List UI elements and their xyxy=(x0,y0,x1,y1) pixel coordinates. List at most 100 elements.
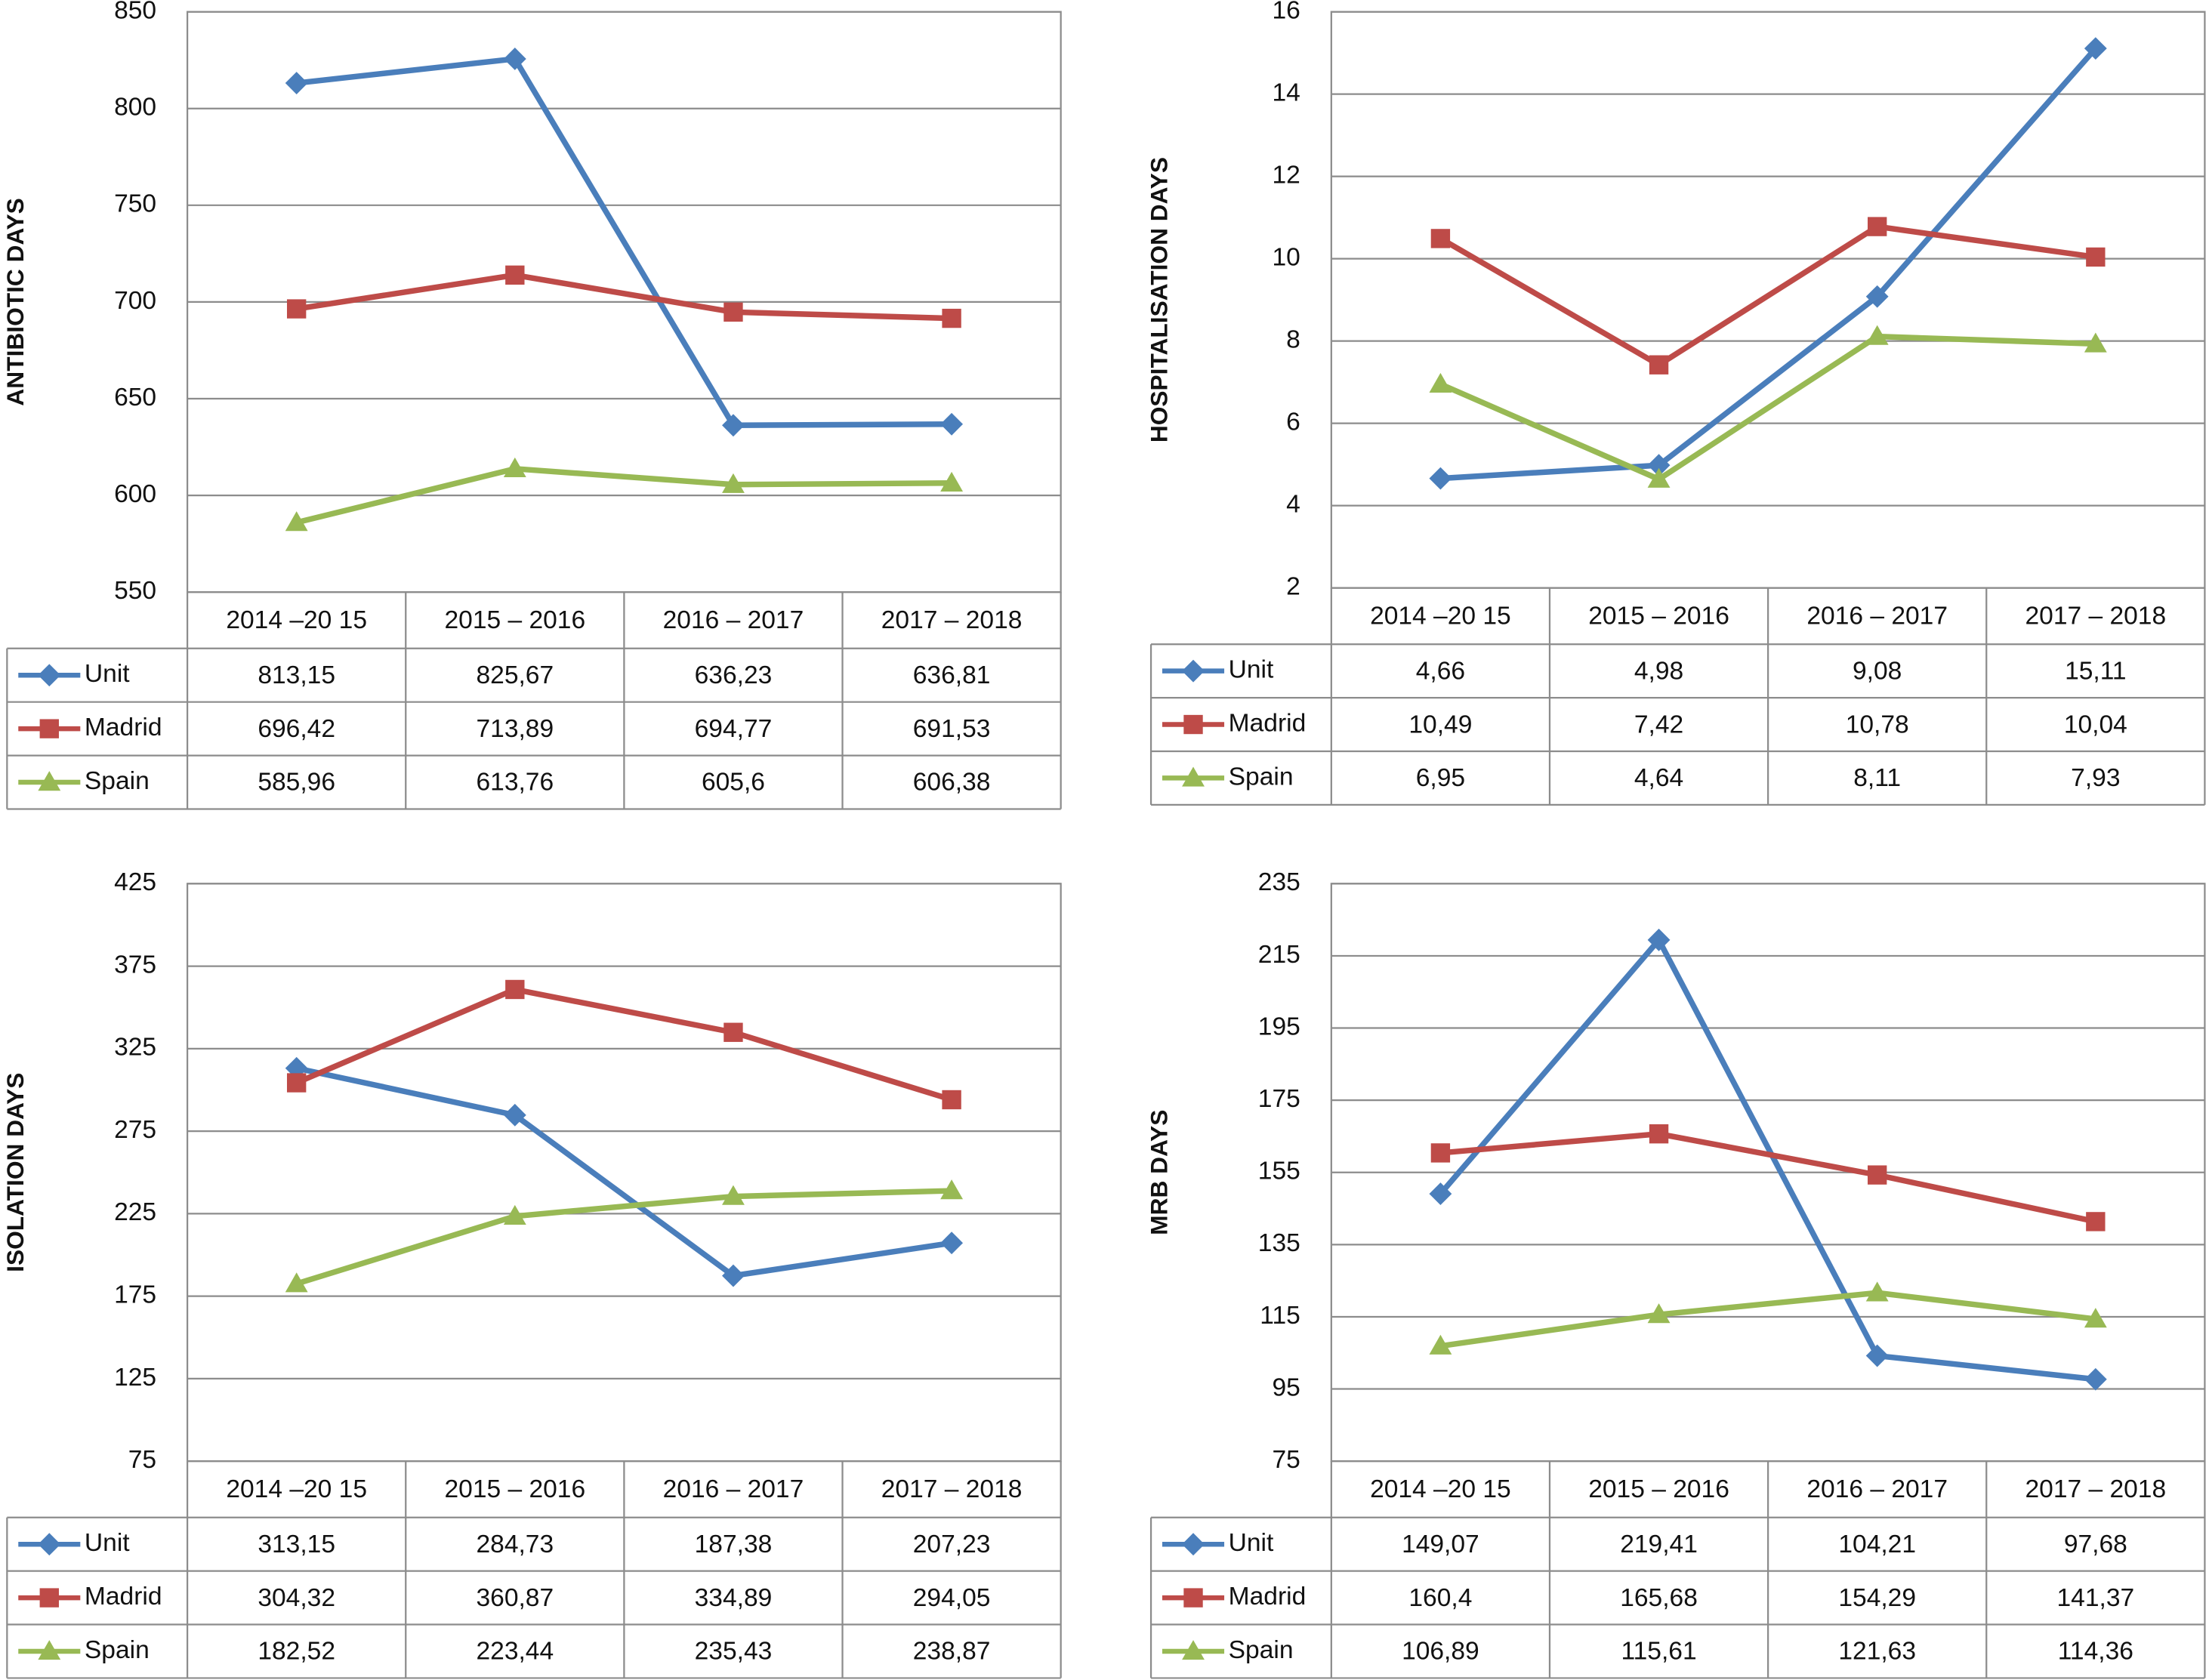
marker-diamond xyxy=(38,1533,61,1556)
table-value: 114,36 xyxy=(2058,1638,2133,1666)
marker-square xyxy=(286,1073,307,1093)
y-tick-label: 75 xyxy=(128,1446,156,1474)
marker-triangle xyxy=(1647,467,1671,488)
table-value: 160,4 xyxy=(1408,1584,1472,1612)
series-line xyxy=(295,1065,952,1279)
marker-square xyxy=(39,1588,59,1608)
plot-frame xyxy=(186,883,1062,1463)
table-value: 7,93 xyxy=(2071,764,2120,792)
y-tick-label: 6 xyxy=(1286,408,1300,436)
plot-frame xyxy=(1330,11,2206,589)
table-value: 696,42 xyxy=(258,715,335,743)
marker-square xyxy=(1430,229,1451,248)
table-value: 8,11 xyxy=(1853,764,1901,792)
x-tick-label: 2014 –20 15 xyxy=(226,606,367,634)
y-tick-label: 650 xyxy=(114,384,156,412)
table-value: 585,96 xyxy=(258,769,335,797)
x-tick-label: 2015 – 2016 xyxy=(444,606,585,634)
x-tick-label: 2017 – 2018 xyxy=(881,1475,1023,1503)
y-tick-label: 2 xyxy=(1286,572,1300,600)
table-value: 636,81 xyxy=(913,661,991,689)
y-tick-label: 8 xyxy=(1286,325,1300,353)
marker-square xyxy=(942,308,961,328)
marker-square xyxy=(286,299,307,319)
table-value: 713,89 xyxy=(476,715,554,743)
x-tick-label: 2014 –20 15 xyxy=(1370,603,1511,630)
series-line xyxy=(296,272,952,322)
table-value: 238,87 xyxy=(913,1638,991,1666)
table-value: 235,43 xyxy=(695,1638,773,1666)
marker-diamond xyxy=(1429,467,1452,490)
table-value: 284,73 xyxy=(476,1530,554,1558)
marker-diamond xyxy=(2084,1367,2107,1391)
marker-triangle xyxy=(1182,766,1205,787)
marker-square xyxy=(1868,1165,1887,1185)
x-tick-label: 2016 – 2017 xyxy=(1806,603,1948,630)
table-value: 207,23 xyxy=(913,1530,991,1558)
y-tick-label: 16 xyxy=(1272,0,1300,25)
legend-label: Madrid xyxy=(1229,709,1307,737)
marker-triangle xyxy=(1647,1303,1671,1324)
y-tick-label: 235 xyxy=(1258,868,1300,896)
table-value: 825,67 xyxy=(476,661,554,689)
y-tick-label: 14 xyxy=(1272,79,1300,106)
marker-triangle xyxy=(503,1204,526,1225)
series-line xyxy=(1440,1130,2096,1225)
marker-triangle xyxy=(285,1272,308,1293)
marker-diamond xyxy=(285,72,308,94)
y-axis-label: ISOLATION DAYS xyxy=(2,1073,29,1272)
marker-diamond xyxy=(940,412,964,436)
marker-square xyxy=(1183,714,1203,735)
table-value: 104,21 xyxy=(1838,1530,1916,1558)
marker-square xyxy=(942,1090,961,1110)
table-value: 294,05 xyxy=(913,1584,991,1612)
marker-triangle xyxy=(2084,332,2107,353)
table-value: 223,44 xyxy=(476,1638,554,1666)
marker-triangle xyxy=(722,1185,745,1205)
marker-triangle xyxy=(38,1640,61,1660)
table-value: 694,77 xyxy=(695,715,773,743)
table-value: 313,15 xyxy=(258,1530,335,1558)
table-value: 4,66 xyxy=(1416,657,1465,685)
marker-square xyxy=(1649,1124,1669,1144)
y-tick-label: 325 xyxy=(114,1034,156,1062)
y-tick-label: 550 xyxy=(114,577,156,605)
x-tick-label: 2015 – 2016 xyxy=(444,1475,585,1503)
series-line xyxy=(1440,46,2098,482)
x-tick-label: 2016 – 2017 xyxy=(1806,1475,1948,1503)
series-line xyxy=(295,986,953,1103)
x-tick-label: 2016 – 2017 xyxy=(663,606,804,634)
table-value: 106,89 xyxy=(1402,1638,1479,1666)
x-tick-label: 2017 – 2018 xyxy=(881,606,1023,634)
series-line xyxy=(295,466,952,526)
table-value: 15,11 xyxy=(2065,657,2127,685)
marker-square xyxy=(1649,355,1669,375)
y-tick-label: 275 xyxy=(114,1116,156,1144)
legend-label: Madrid xyxy=(85,714,162,741)
x-tick-label: 2015 – 2016 xyxy=(1588,1475,1729,1503)
table-value: 304,32 xyxy=(258,1584,335,1612)
marker-triangle xyxy=(940,1179,964,1200)
marker-diamond xyxy=(2084,37,2107,60)
y-tick-label: 850 xyxy=(114,0,156,25)
table-value: 10,78 xyxy=(1846,711,1909,738)
marker-diamond xyxy=(1182,1533,1205,1556)
legend-label: Madrid xyxy=(85,1583,162,1611)
table-value: 10,04 xyxy=(2064,711,2127,738)
marker-triangle xyxy=(1182,1640,1205,1660)
marker-triangle xyxy=(503,457,526,478)
marker-square xyxy=(723,1022,743,1042)
x-tick-label: 2017 – 2018 xyxy=(2025,603,2167,630)
y-tick-label: 750 xyxy=(114,190,156,218)
series-line xyxy=(1438,937,2096,1383)
y-tick-label: 95 xyxy=(1272,1373,1300,1401)
marker-square xyxy=(2086,1212,2106,1231)
y-tick-label: 75 xyxy=(1272,1446,1300,1474)
legend-label: Spain xyxy=(85,767,150,795)
y-tick-label: 175 xyxy=(114,1281,156,1309)
y-axis-label: ANTIBIOTIC DAYS xyxy=(2,198,29,405)
y-tick-label: 375 xyxy=(114,951,156,979)
y-tick-label: 12 xyxy=(1272,161,1300,189)
